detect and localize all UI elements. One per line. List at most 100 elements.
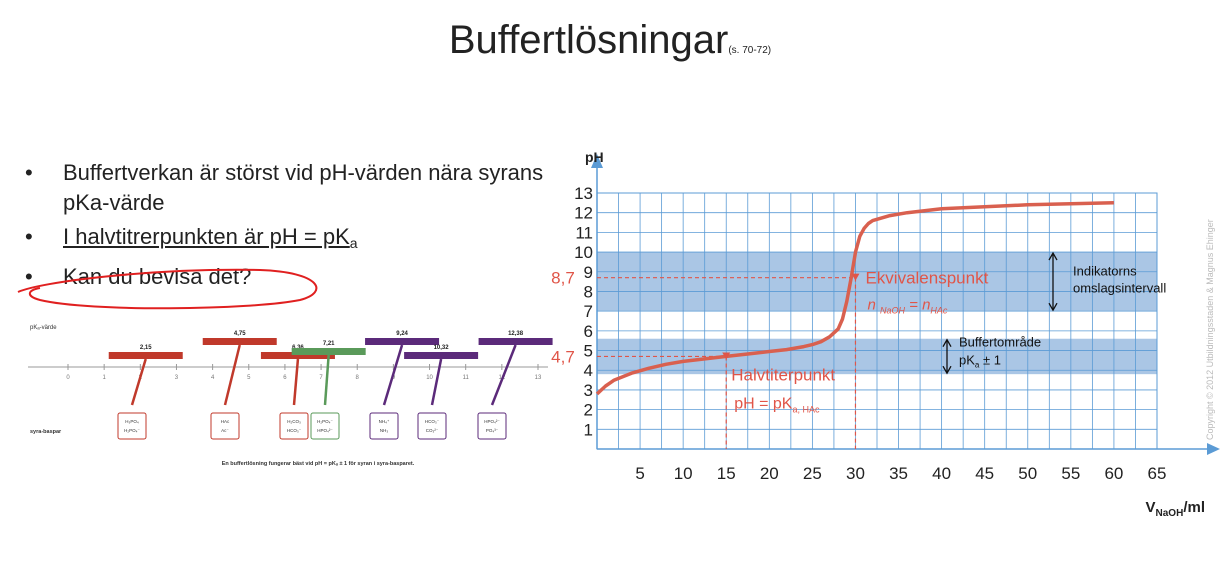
base-label: Ac⁻	[221, 428, 229, 433]
x-tick-label: 10	[674, 464, 693, 483]
acid-base-pair-box	[310, 412, 340, 440]
y-tick-label: 5	[584, 342, 593, 361]
y-axis-arrow	[591, 154, 603, 168]
x-tick-label: 5	[635, 464, 644, 483]
half-titration-point-marker	[722, 352, 731, 360]
pka-value-label: 12,38	[508, 331, 524, 337]
titration-curve	[595, 201, 1114, 396]
x-tick-label: 35	[889, 464, 908, 483]
y-tick-label: 10	[574, 243, 593, 262]
scale-tick-label: 6	[283, 375, 287, 381]
scale-tick-label: 8	[356, 375, 360, 381]
scale-tick-label: 5	[247, 375, 251, 381]
scale-axis-label: pKₐ-värde	[30, 325, 57, 331]
scale-pairs-label: syra-baspar	[30, 429, 62, 435]
y-tick-label: 7	[584, 302, 593, 321]
bullet-subscript: a	[349, 235, 358, 251]
title-pages: (s. 70-72)	[728, 45, 772, 56]
indicator-range-label-line1: Indikatorns	[1073, 264, 1137, 279]
y-tick-label: 11	[575, 223, 593, 242]
acid-label: H₂PO₄⁻	[317, 419, 333, 424]
pka-arrow	[430, 358, 443, 406]
acid-label: HPO₄²⁻	[484, 419, 500, 424]
pka-value-label: 7,21	[323, 341, 335, 347]
bullet-text: Buffertverkan är störst vid pH-värden nä…	[63, 160, 544, 215]
x-axis-label: VNaOH/ml	[1146, 499, 1206, 519]
pka-bar	[478, 338, 553, 345]
acid-label: H₃PO₄	[125, 419, 139, 424]
base-label: CO₃²⁻	[426, 428, 439, 433]
copyright-text: Copyright © 2012 Utbildningsstaden & Mag…	[1205, 219, 1215, 440]
acid-label: HAc	[221, 419, 230, 424]
grid	[596, 192, 1158, 450]
scale-tick-label: 7	[319, 375, 323, 381]
x-axis-arrow	[1207, 443, 1220, 455]
x-tick-label: 30	[846, 464, 865, 483]
pka-arrow	[292, 358, 300, 406]
base-label: PO₄³⁻	[486, 428, 499, 433]
y-tick-label: 1	[584, 420, 593, 439]
pka-value-label: 9,24	[396, 331, 408, 337]
band-arrow-heads	[942, 338, 952, 375]
bullet-text: Kan du bevisa det?	[63, 264, 252, 289]
pka-bar	[260, 352, 335, 359]
acid-label: H₂CO₃	[287, 419, 301, 424]
scale-tick-label: 10	[426, 375, 433, 381]
y-value-label: 8,7	[551, 269, 575, 288]
y-tick-label: 2	[584, 401, 593, 420]
pka-arrow	[223, 344, 241, 406]
acid-base-pair-box	[369, 412, 399, 440]
bullet-text: I halvtitrerpunkten är pH = pK	[63, 224, 350, 249]
acid-base-pair-box	[279, 412, 309, 440]
y-tick-label: 12	[574, 204, 593, 223]
equivalence-formula: n NaOH = nHAc	[867, 297, 947, 316]
y-tick-label: 9	[584, 263, 593, 282]
indicator-range-label-line2: omslagsintervall	[1073, 281, 1166, 296]
base-label: H₂PO₄⁻	[124, 428, 140, 433]
x-tick-label: 45	[975, 464, 994, 483]
title-text: Buffertlösningar	[448, 18, 729, 62]
acid-base-pair-box	[210, 412, 240, 440]
y-tick-label: 3	[584, 381, 593, 400]
acid-base-pair-box	[117, 412, 147, 440]
pka-arrow	[382, 344, 404, 406]
pka-bar	[291, 348, 366, 355]
base-label: HPO₄²⁻	[317, 428, 333, 433]
y-tick-label: 8	[584, 282, 593, 301]
scale-tick-label: 3	[175, 375, 179, 381]
x-tick-label: 20	[760, 464, 779, 483]
half-titration-formula: pH = pKa, HAc	[734, 395, 820, 414]
pka-bar	[365, 338, 440, 345]
scale-caption: En buffertlösning fungerar bäst vid pH =…	[222, 461, 415, 467]
acid-label: NH₄⁺	[379, 419, 390, 424]
equivalence-point-marker	[851, 273, 860, 281]
pka-arrow	[130, 358, 147, 406]
y-tick-label: 6	[584, 322, 593, 341]
acid-base-pair-box	[417, 412, 447, 440]
y-tick-label: 13	[574, 184, 593, 203]
pka-bar	[404, 352, 479, 359]
acid-base-pair-box	[477, 412, 507, 440]
pka-arrow	[490, 344, 517, 406]
x-tick-label: 50	[1018, 464, 1037, 483]
bullet-item: Kan du bevisa det?	[25, 262, 545, 292]
y-value-label: 4,7	[551, 347, 575, 366]
buffer-range-label-line2: pKa ± 1	[959, 353, 1001, 370]
acid-label: HCO₃⁻	[425, 419, 440, 424]
base-label: HCO₃⁻	[287, 428, 302, 433]
pka-value-label: 2,15	[140, 345, 152, 351]
bullet-item: I halvtitrerpunkten är pH = pKa	[25, 222, 545, 258]
y-tick-label: 4	[584, 361, 593, 380]
y-axis-label: pH	[585, 149, 604, 165]
buffer-range-label-line1: Buffertområde	[959, 335, 1041, 350]
band-arrow-heads	[1048, 251, 1058, 312]
x-tick-label: 25	[803, 464, 822, 483]
scale-tick-label: 9	[392, 375, 396, 381]
x-tick-label: 60	[1104, 464, 1123, 483]
half-titration-point-label: Halvtiterpunkt	[731, 365, 835, 384]
x-tick-label: 15	[717, 464, 736, 483]
pka-value-label: 10,32	[434, 345, 450, 351]
equivalence-point-label: Ekvivalenspunkt	[865, 269, 988, 288]
x-tick-label: 40	[932, 464, 951, 483]
